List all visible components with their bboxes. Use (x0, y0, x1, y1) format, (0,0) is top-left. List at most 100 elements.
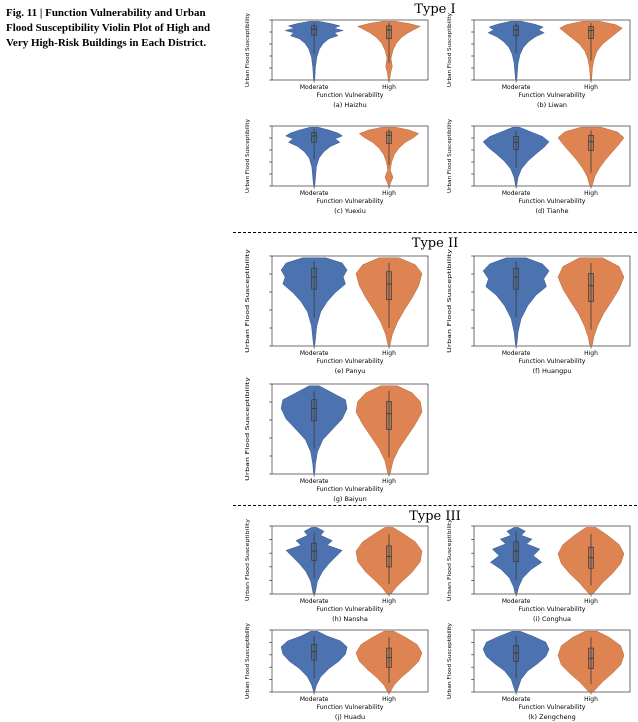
plot-frame (271, 125, 429, 187)
section-title-type-iii: Type III (409, 509, 461, 524)
subplot-caption: (f) Huangpu (533, 367, 572, 375)
box-iqr (386, 25, 392, 40)
x-axis-label: Function Vulnerability (519, 198, 586, 205)
box-iqr (311, 132, 317, 143)
x-tick-label: Moderate (502, 598, 531, 605)
x-axis-label: Function Vulnerability (317, 92, 384, 99)
x-tick-label: High (584, 84, 598, 91)
box-iqr (513, 645, 519, 662)
box-iqr (311, 267, 317, 290)
x-tick-label: High (584, 598, 598, 605)
y-axis-label: Urban Flood Susceptibility (447, 519, 453, 601)
y-axis-label: Urban Flood Susceptibility (245, 13, 251, 87)
x-tick-label: Moderate (502, 350, 531, 357)
section-title-type-ii: Type II (411, 236, 459, 251)
x-tick-label: Moderate (300, 190, 329, 197)
box-iqr (588, 134, 594, 151)
box-iqr (588, 273, 594, 302)
x-axis-label: Function Vulnerability (519, 358, 586, 365)
y-axis-label: Urban Flood Susceptibility (245, 519, 251, 601)
x-tick-label: Moderate (300, 350, 329, 357)
box-iqr (311, 25, 317, 36)
y-axis-label: Urban Flood Susceptibility (447, 119, 453, 193)
section-title-type-i: Type I (414, 2, 456, 17)
x-tick-label: Moderate (300, 84, 329, 91)
x-tick-label: High (382, 598, 396, 605)
subplot-caption: (j) Huadu (335, 713, 365, 721)
subplot-caption: (b) Liwan (537, 101, 567, 109)
y-axis-label: Urban Flood Susceptibility (245, 249, 251, 353)
x-tick-label: Moderate (502, 84, 531, 91)
y-axis-label: Urban Flood Susceptibility (245, 119, 251, 193)
plot-frame (271, 383, 429, 475)
x-tick-label: Moderate (300, 598, 329, 605)
subplot-caption: (d) Tianhe (535, 207, 568, 215)
box-iqr (311, 644, 317, 661)
plot-frame (271, 629, 429, 693)
y-axis-label: Urban Flood Susceptibility (447, 249, 453, 353)
x-axis-label: Function Vulnerability (317, 606, 384, 613)
x-tick-label: High (382, 350, 396, 357)
plot-frame (473, 125, 631, 187)
box-iqr (513, 25, 519, 37)
section-divider (233, 232, 637, 233)
plot-frame (271, 525, 429, 595)
box-iqr (311, 542, 317, 561)
box-iqr (513, 267, 519, 290)
x-tick-label: Moderate (502, 696, 531, 703)
y-axis-label: Urban Flood Susceptibility (447, 623, 453, 699)
subplot-caption: (h) Nansha (332, 615, 368, 623)
box-iqr (513, 541, 519, 563)
x-axis-label: Function Vulnerability (519, 92, 586, 99)
x-tick-label: High (382, 190, 396, 197)
x-tick-label: High (584, 350, 598, 357)
plot-frame (271, 19, 429, 81)
box-iqr (386, 271, 392, 301)
figure-caption-text: Function Vulnerability and Urban Flood S… (6, 7, 211, 50)
x-tick-label: Moderate (300, 478, 329, 485)
x-tick-label: Moderate (502, 190, 531, 197)
subplot-caption: (k) Zengcheng (528, 713, 576, 721)
subplot-caption: (e) Panyu (335, 367, 366, 375)
x-tick-label: High (584, 190, 598, 197)
y-axis-label: Urban Flood Susceptibility (245, 623, 251, 699)
figure-label: Fig. 11 | (6, 7, 43, 19)
section-divider (233, 505, 637, 506)
plot-frame (271, 255, 429, 347)
plot-frame (473, 255, 631, 347)
plot-frame (473, 19, 631, 81)
box-iqr (386, 401, 392, 430)
figure-caption: Fig. 11 | Function Vulnerability and Urb… (6, 6, 232, 52)
box-iqr (588, 26, 594, 40)
subplot-caption: (a) Haizhu (333, 101, 366, 109)
x-tick-label: High (584, 696, 598, 703)
x-tick-label: High (382, 84, 396, 91)
plot-frame (473, 629, 631, 693)
x-axis-label: Function Vulnerability (317, 198, 384, 205)
subplot-caption: (i) Conghua (533, 615, 571, 623)
x-tick-label: High (382, 696, 396, 703)
x-tick-label: Moderate (300, 696, 329, 703)
x-axis-label: Function Vulnerability (519, 704, 586, 711)
y-axis-label: Urban Flood Susceptibility (245, 377, 251, 481)
x-tick-label: High (382, 478, 396, 485)
x-axis-label: Function Vulnerability (317, 704, 384, 711)
subplot-caption: (g) Baiyun (333, 495, 367, 503)
x-axis-label: Function Vulnerability (317, 486, 384, 493)
plot-frame (473, 525, 631, 595)
subplot-caption: (c) Yuexiu (334, 207, 366, 215)
box-iqr (386, 131, 392, 144)
y-axis-label: Urban Flood Susceptibility (447, 13, 453, 87)
